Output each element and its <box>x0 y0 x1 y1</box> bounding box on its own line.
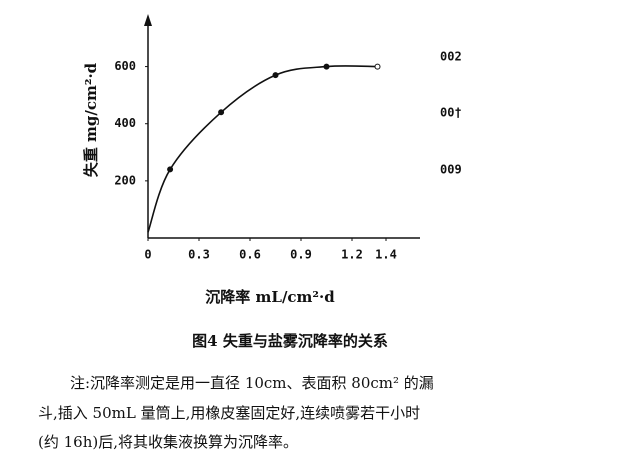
x-tick-label: 1.4 <box>375 248 397 262</box>
y-axis-label: 失重 mg/cm²·d <box>82 62 100 177</box>
y-tick-label: 600 <box>114 59 136 73</box>
point <box>218 109 225 116</box>
y-tick-label: 400 <box>114 116 136 130</box>
x-tick-label: 0.3 <box>188 248 210 262</box>
y-tick-label: 200 <box>114 173 136 187</box>
annotation: 002 <box>440 50 462 64</box>
x-tick-label: 0 <box>144 248 151 262</box>
caption: 图4 失重与盐雾沉降率的关系 <box>192 332 388 350</box>
point <box>167 166 174 173</box>
x-tick-label: 0.9 <box>290 248 312 262</box>
curve <box>147 65 378 233</box>
y-axis-arrow <box>144 14 152 26</box>
x-tick-label: 1.2 <box>341 248 363 262</box>
note-line: 斗,插入 50mL 量筒上,用橡皮塞固定好,连续喷雾若干小时 <box>38 404 420 422</box>
x-tick-label: 0.6 <box>239 248 261 262</box>
note-line: (约 16h)后,将其收集液换算为沉降率。 <box>38 433 298 451</box>
point <box>374 63 381 70</box>
annotation: 009 <box>440 163 462 177</box>
x-axis-label: 沉降率 mL/cm²·d <box>205 288 335 306</box>
annotation: 00† <box>440 106 462 120</box>
point <box>323 63 330 70</box>
note-line: 注:沉降率测定是用一直径 10cm、表面积 80cm² 的漏 <box>70 374 434 392</box>
point <box>272 72 279 79</box>
